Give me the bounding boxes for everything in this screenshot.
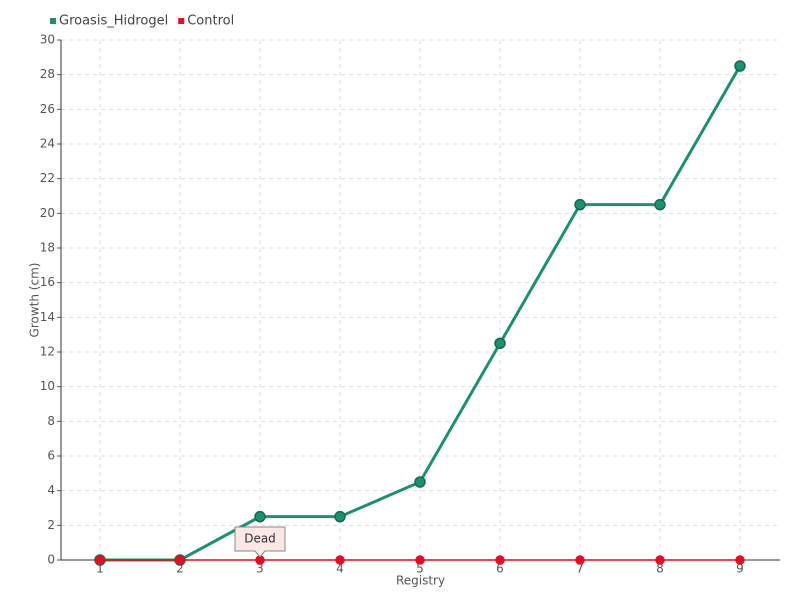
x-tick-label: 5	[416, 562, 424, 576]
y-tick-label: 14	[40, 310, 55, 324]
y-tick-label: 16	[40, 275, 55, 289]
data-point	[735, 555, 745, 565]
x-tick-label: 1	[96, 562, 104, 576]
legend-swatch	[50, 18, 56, 24]
y-tick-label: 18	[40, 241, 55, 255]
y-axis-label: Growth (cm)	[28, 263, 42, 338]
y-tick-label: 8	[47, 414, 55, 428]
y-tick-label: 4	[47, 483, 55, 497]
y-tick-label: 24	[40, 137, 55, 151]
data-point	[655, 555, 665, 565]
legend-label: Groasis_Hidrogel	[59, 14, 168, 29]
data-point	[175, 555, 185, 565]
y-tick-label: 26	[40, 102, 55, 116]
data-point	[334, 510, 346, 523]
data-point	[494, 337, 506, 350]
legend-swatch	[178, 18, 185, 24]
annotation-text: Dead	[244, 532, 276, 546]
data-point	[495, 555, 505, 565]
data-point	[335, 555, 345, 565]
x-tick-label: 3	[256, 562, 264, 576]
x-tick-label: 6	[496, 562, 504, 576]
annotation: Dead	[234, 526, 286, 558]
x-tick-label: 4	[336, 562, 344, 576]
x-tick-label: 9	[736, 562, 744, 576]
y-tick-label: 30	[40, 33, 55, 47]
x-axis-label: Registry	[396, 574, 445, 588]
y-tick-label: 10	[40, 379, 55, 393]
y-tick-label: 22	[40, 171, 55, 185]
x-tick-label: 8	[656, 562, 664, 576]
data-point	[734, 60, 746, 72]
data-point	[415, 555, 425, 565]
legend-label: Control	[187, 14, 234, 29]
y-tick-label: 20	[40, 206, 55, 220]
x-tick-label: 2	[176, 562, 184, 576]
x-tick-label: 7	[576, 562, 584, 576]
data-point	[575, 555, 585, 565]
data-point	[414, 476, 426, 488]
data-point	[654, 198, 666, 211]
y-tick-label: 0	[47, 553, 55, 567]
data-point	[574, 198, 586, 211]
y-tick-label: 12	[40, 345, 55, 359]
y-tick-label: 6	[47, 449, 55, 463]
annotation-box	[234, 526, 286, 558]
y-tick-label: 28	[40, 67, 55, 81]
data-point	[254, 510, 266, 523]
data-point	[95, 555, 105, 565]
y-tick-label: 2	[47, 518, 55, 532]
